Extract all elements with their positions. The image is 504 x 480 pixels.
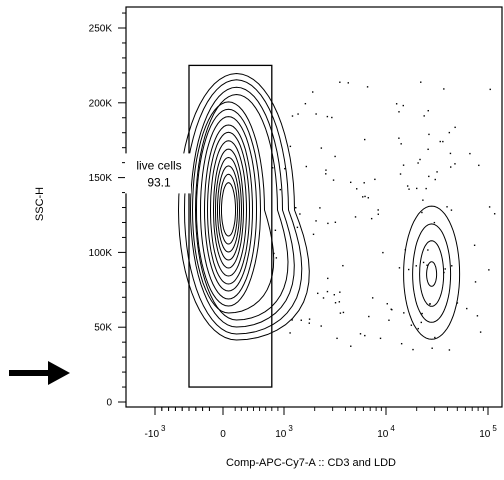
scatter-dots-layer bbox=[272, 81, 496, 351]
y-tick-label: 0 bbox=[106, 398, 112, 409]
contour-line bbox=[419, 240, 445, 307]
y-tick-label: 250K bbox=[89, 24, 113, 35]
gate-live-cells[interactable] bbox=[188, 64, 273, 388]
contour-line bbox=[219, 173, 239, 245]
contour-line bbox=[212, 148, 245, 269]
y-axis-title: SSC-H bbox=[34, 187, 46, 221]
contour-line bbox=[206, 131, 251, 285]
contour-layer bbox=[177, 72, 461, 341]
contour-line bbox=[183, 79, 303, 335]
gate-value: 93.1 bbox=[147, 175, 171, 189]
gates-layer: live cells 93.1 bbox=[125, 64, 273, 388]
y-tick-label: 50K bbox=[94, 323, 112, 334]
x-tick-label: 104 bbox=[377, 424, 395, 440]
contour-line bbox=[209, 140, 248, 277]
x-axis: -103 0 103 104 105 bbox=[145, 407, 497, 440]
contour-line bbox=[403, 205, 461, 340]
y-tick-label: 200K bbox=[89, 98, 113, 109]
contour-line bbox=[217, 165, 241, 253]
contour-line bbox=[412, 223, 452, 323]
contour-line bbox=[199, 116, 258, 300]
contour-line bbox=[203, 124, 254, 292]
plot-frame bbox=[125, 6, 503, 408]
contour-line bbox=[189, 86, 295, 328]
contour-line bbox=[214, 156, 243, 261]
x-tick-label: 103 bbox=[275, 424, 293, 440]
contour-line bbox=[194, 93, 289, 321]
contour-line bbox=[221, 182, 236, 237]
y-axis: 0 50K 100K 150K 200K 250K bbox=[89, 12, 126, 409]
contour-line bbox=[191, 101, 275, 314]
contour-line bbox=[426, 261, 438, 287]
y-tick-label: 150K bbox=[89, 173, 113, 184]
y-tick-label: 100K bbox=[89, 248, 113, 259]
annotation-arrow bbox=[9, 361, 70, 385]
x-axis-title: Comp-APC-Cy7-A :: CD3 and LDD bbox=[226, 457, 396, 469]
gate-label-box bbox=[125, 153, 191, 194]
x-tick-label: -103 bbox=[145, 424, 166, 440]
x-tick-label: 0 bbox=[220, 429, 226, 440]
contour-line bbox=[195, 108, 262, 307]
gate-name: live cells bbox=[136, 158, 181, 172]
contour-line bbox=[177, 72, 310, 341]
x-tick-label: 105 bbox=[479, 424, 497, 440]
